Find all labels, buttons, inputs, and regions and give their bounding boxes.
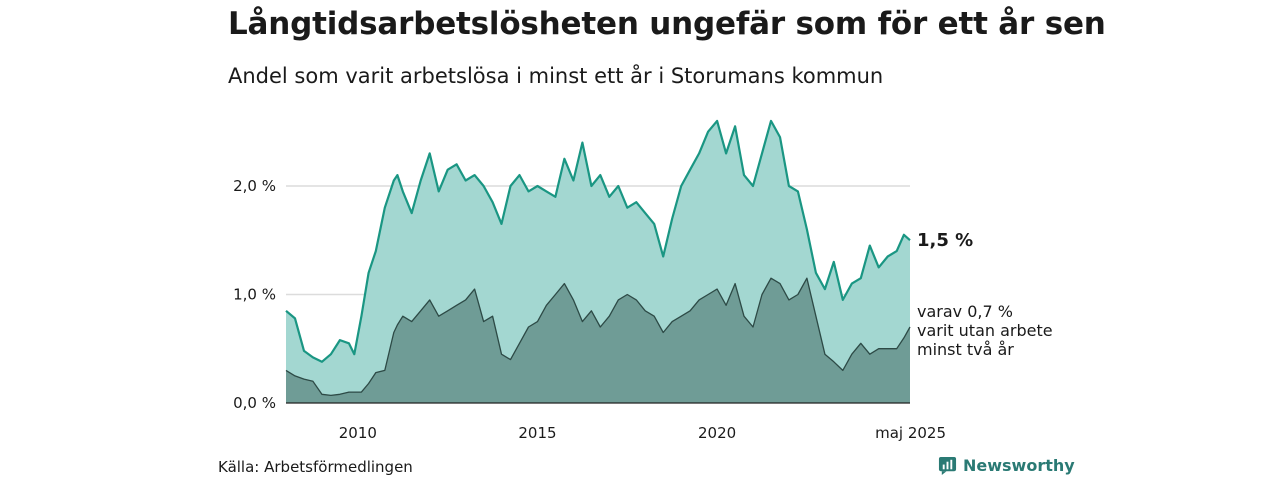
y-tick-label: 1,0 % xyxy=(233,285,276,303)
series-areas xyxy=(285,119,911,404)
series-line-minst_ett_ar xyxy=(285,119,911,363)
brand-name: Newsworthy xyxy=(963,456,1075,475)
end-label-series2-line: varit utan arbete xyxy=(917,321,1053,340)
x-tick-label: 2010 xyxy=(339,424,377,442)
chart-subtitle: Andel som varit arbetslösa i minst ett å… xyxy=(228,64,884,88)
x-tick-label: 2015 xyxy=(518,424,556,442)
y-tick-label: 0,0 % xyxy=(233,394,276,412)
series-line-minst_tva_ar xyxy=(285,277,911,397)
chart-title: Långtidsarbetslösheten ungefär som för e… xyxy=(228,6,1106,42)
end-label-series2-line: varav 0,7 % xyxy=(917,302,1013,321)
x-tick-label: maj 2025 xyxy=(875,424,946,442)
y-axis-ticks: 0,0 % 1,0 % 2,0 % xyxy=(233,177,276,412)
x-tick-label: 2020 xyxy=(698,424,736,442)
series-area-minst_tva_ar xyxy=(286,278,910,403)
source-note: Källa: Arbetsförmedlingen xyxy=(218,458,413,476)
end-label-series2-line: minst två år xyxy=(917,340,1014,359)
brand-logo: Newsworthy xyxy=(938,456,1075,475)
x-axis-ticks: 2010 2015 2020 maj 2025 xyxy=(339,424,946,442)
end-label-series1: 1,5 % xyxy=(917,230,973,251)
y-tick-label: 2,0 % xyxy=(233,177,276,195)
newsworthy-icon xyxy=(938,456,957,475)
